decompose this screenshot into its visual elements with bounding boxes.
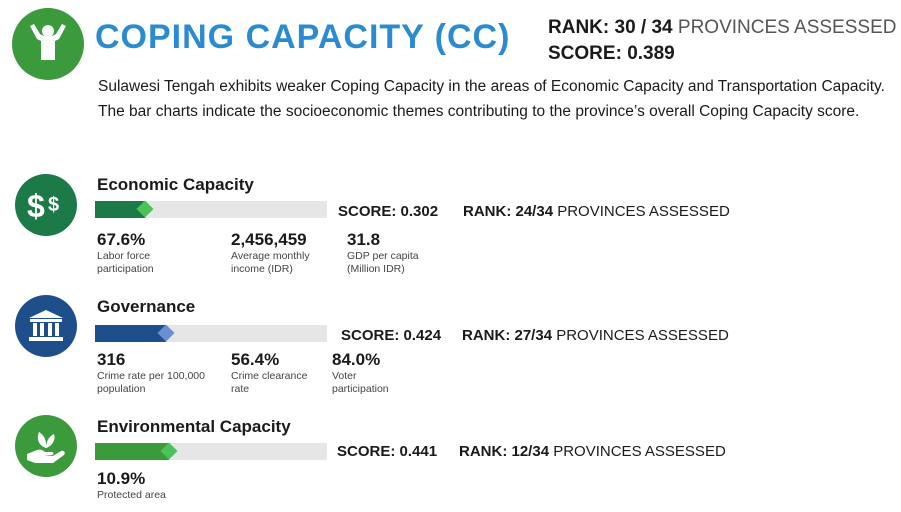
indicator-value: 31.8 [347, 230, 381, 249]
score-label: SCORE: [337, 443, 396, 460]
indicator-label: Crime clearance rate [231, 370, 308, 395]
section-rank-environmental: RANK: 12/34 PROVINCES ASSESSED [459, 443, 726, 460]
overall-rank-suffix: PROVINCES ASSESSED [677, 17, 897, 38]
section-title-governance: Governance [97, 297, 196, 316]
rank-value: 12/34 [511, 443, 550, 460]
score-bar-economic [95, 200, 327, 218]
indicator-label: Labor force participation [97, 250, 154, 275]
rank-value: 24/34 [515, 203, 554, 220]
government-building-icon [15, 295, 77, 357]
indicator-item: 316 Crime rate per 100,000 population [97, 350, 222, 396]
score-bar-governance [95, 324, 327, 342]
score-bar-fill-environmental [95, 443, 169, 460]
section-rank-economic: RANK: 24/34 PROVINCES ASSESSED [463, 203, 730, 220]
overall-rank-label: RANK: [548, 17, 610, 38]
description-line-2: The bar charts indicate the socioeconomi… [98, 103, 860, 120]
indicator-item: 31.8 GDP per capita (Million IDR) [347, 230, 437, 276]
rank-label: RANK: [462, 327, 511, 344]
indicator-label: Voter participation [332, 370, 389, 395]
indicator-label: Average monthly income (IDR) [231, 250, 310, 275]
rank-label: RANK: [459, 443, 508, 460]
indicator-label: Protected area [97, 489, 166, 501]
indicator-item: 10.9% Protected area [97, 469, 197, 502]
rank-suffix: PROVINCES ASSESSED [557, 203, 730, 220]
rank-value: 27/34 [514, 327, 553, 344]
rank-suffix: PROVINCES ASSESSED [553, 443, 726, 460]
score-value: 0.424 [403, 327, 442, 344]
dollar-sign-icon: $ $ [15, 174, 77, 236]
indicator-item: 2,456,459 Average monthly income (IDR) [231, 230, 326, 276]
score-bar-fill-economic [95, 201, 145, 218]
svg-text:$: $ [27, 188, 45, 224]
description-line-1: Sulawesi Tengah exhibits weaker Coping C… [98, 78, 885, 95]
plant-in-hand-icon [15, 415, 77, 477]
overall-score: SCORE: 0.389 [548, 43, 675, 65]
rank-label: RANK: [463, 203, 512, 220]
indicator-value: 2,456,459 [231, 230, 307, 249]
indicator-value: 316 [97, 350, 126, 369]
overall-score-label: SCORE: [548, 43, 622, 64]
score-value: 0.302 [400, 203, 439, 220]
indicator-value: 56.4% [231, 350, 280, 369]
overall-score-value: 0.389 [627, 43, 675, 64]
person-relaxing-icon [12, 8, 84, 80]
overall-rank: RANK: 30 / 34 PROVINCES ASSESSED [548, 17, 896, 39]
page-title: COPING CAPACITY (CC) [95, 18, 511, 56]
indicator-item: 56.4% Crime clearance rate [231, 350, 321, 396]
score-bar-fill-governance [95, 325, 166, 342]
score-value: 0.441 [399, 443, 438, 460]
svg-text:$: $ [48, 194, 59, 216]
score-bar-environmental [95, 442, 327, 460]
section-title-economic: Economic Capacity [97, 175, 254, 194]
section-rank-governance: RANK: 27/34 PROVINCES ASSESSED [462, 327, 729, 344]
indicator-value: 67.6% [97, 230, 146, 249]
section-score-environmental: SCORE: 0.441 [337, 443, 437, 460]
section-score-governance: SCORE: 0.424 [341, 327, 441, 344]
indicator-label: GDP per capita (Million IDR) [347, 250, 419, 275]
description: Sulawesi Tengah exhibits weaker Coping C… [98, 74, 885, 124]
score-label: SCORE: [338, 203, 397, 220]
indicator-item: 67.6% Labor force participation [97, 230, 197, 276]
indicator-value: 84.0% [332, 350, 381, 369]
indicator-label: Crime rate per 100,000 population [97, 370, 205, 395]
score-label: SCORE: [341, 327, 400, 344]
section-title-environmental: Environmental Capacity [97, 417, 291, 436]
overall-rank-value: 30 / 34 [614, 17, 673, 38]
rank-suffix: PROVINCES ASSESSED [556, 327, 729, 344]
indicator-item: 84.0% Voter participation [332, 350, 407, 396]
section-score-economic: SCORE: 0.302 [338, 203, 438, 220]
indicator-value: 10.9% [97, 469, 146, 488]
